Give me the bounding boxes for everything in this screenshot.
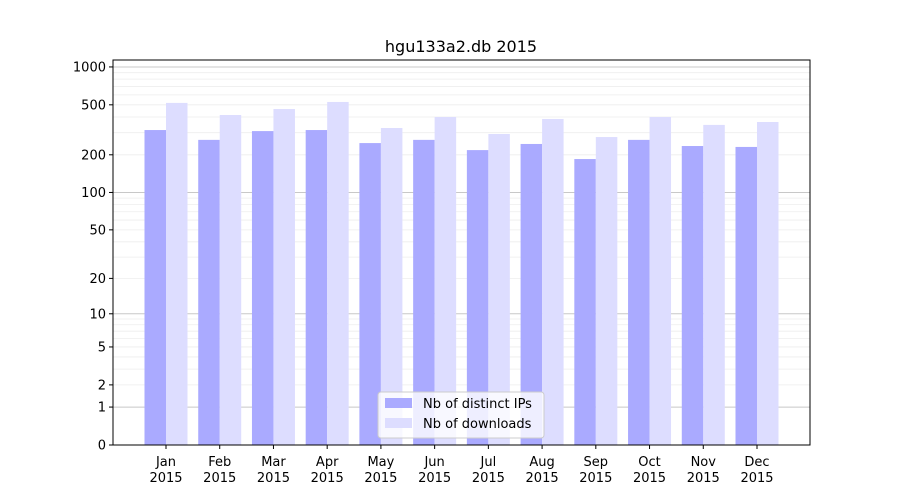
bars [144, 101, 779, 446]
bar-downloads [488, 133, 510, 446]
legend-label: Nb of distinct IPs [423, 397, 532, 412]
bar-distinct-ips [359, 143, 381, 445]
bar-distinct-ips [305, 130, 328, 445]
bar-distinct-ips [251, 131, 274, 445]
bar-downloads [757, 122, 779, 446]
x-axis: Jan 2015 Feb 2015 Mar 2015 Apr 2015 May 2015 Jun 20… [149, 445, 774, 486]
bar-downloads [434, 117, 457, 445]
bar-distinct-ips [681, 146, 704, 445]
legend-swatch [385, 398, 412, 408]
bar-distinct-ips [520, 143, 543, 445]
legend-label: Nb of downloads [423, 417, 532, 432]
x-tick-label: Dec 2015 [740, 455, 773, 486]
y-tick-label: 0 [98, 439, 106, 454]
bar-downloads [166, 102, 188, 445]
bar-distinct-ips [466, 150, 489, 445]
plot-frame [112, 59, 811, 446]
chart-title: hgu133a2.db 2015 [385, 37, 537, 56]
bar-distinct-ips [628, 139, 650, 445]
x-tick-label: Apr 2015 [311, 455, 344, 486]
y-tick-label: 20 [89, 272, 106, 287]
bar-downloads [703, 124, 725, 445]
bar-distinct-ips [144, 130, 166, 445]
bar-distinct-ips [735, 146, 757, 445]
x-tick-label: May 2015 [364, 455, 397, 486]
y-tick-label: 100 [81, 186, 106, 201]
legend-box [377, 391, 545, 439]
y-tick-label: 50 [89, 223, 106, 238]
y-tick-label: 5 [98, 340, 106, 355]
bar-distinct-ips [198, 139, 220, 445]
y-tick-label: 500 [81, 98, 106, 113]
bar-downloads [380, 127, 403, 446]
x-tick-label: Jun 2015 [418, 455, 451, 486]
bar-downloads [219, 114, 242, 446]
x-tick-label: Mar 2015 [257, 455, 290, 486]
x-tick-label: Sep 2015 [579, 455, 612, 486]
x-tick-label: Nov 2015 [687, 455, 720, 486]
x-tick-label: Feb 2015 [203, 455, 236, 486]
y-tick-label: 2 [98, 378, 106, 393]
bar-downloads [649, 117, 672, 445]
bar-downloads [327, 101, 349, 446]
legend-swatch [385, 418, 412, 428]
y-tick-label: 10 [89, 307, 106, 322]
bar-downloads [595, 137, 618, 445]
legend: Nb of distinct IPs Nb of downloads [377, 391, 545, 439]
bar-distinct-ips [574, 159, 596, 445]
bar-distinct-ips [413, 139, 435, 445]
y-axis: 0 1 2 5 10 20 50 100 200 500 1000 [73, 60, 113, 454]
x-tick-label: Aug 2015 [526, 455, 559, 486]
bar-downloads [542, 118, 564, 445]
y-tick-label: 1000 [73, 60, 106, 75]
x-tick-label: Jan 2015 [149, 455, 182, 486]
y-tick-label: 200 [81, 148, 106, 163]
x-tick-label: Jul 2015 [472, 455, 505, 486]
bar-downloads [273, 109, 295, 445]
y-tick-label: 1 [98, 401, 106, 416]
x-tick-label: Oct 2015 [633, 455, 666, 486]
